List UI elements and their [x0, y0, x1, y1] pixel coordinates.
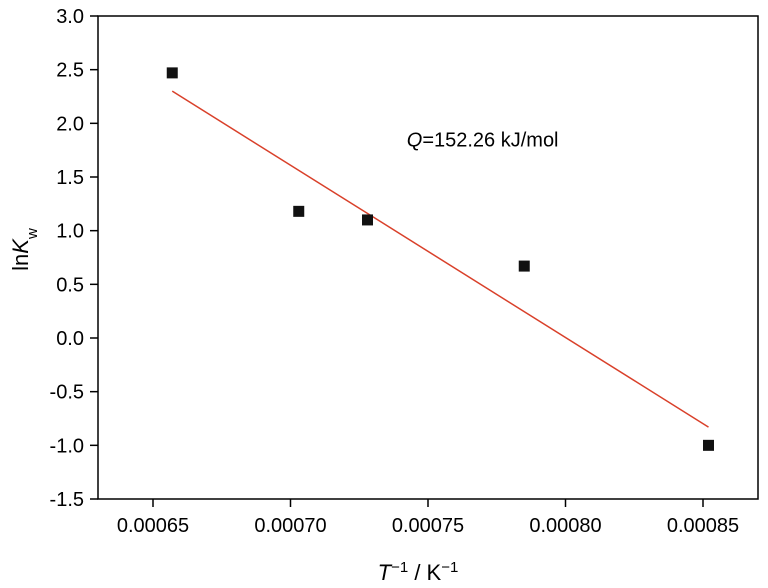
- data-points: [166, 67, 714, 451]
- data-point: [293, 205, 305, 217]
- data-point: [362, 214, 373, 226]
- y-tick-label: 0.5: [56, 274, 84, 296]
- y-axis-ticks: 3.0 2.5 2.0 1.5 1.0 0.5 0.0 -0.5 -1.0 -1.5: [50, 6, 98, 511]
- y-axis-title-subscript: w: [24, 228, 41, 240]
- x-axis-title-superscript: −1: [391, 559, 408, 576]
- x-tick-label: 0.00085: [667, 515, 739, 537]
- y-tick-label: 2.5: [56, 60, 84, 82]
- annotation-text: =152.26 kJ/mol: [422, 129, 558, 151]
- y-tick-label: -1.5: [50, 489, 84, 511]
- x-tick-label: 0.00070: [254, 515, 326, 537]
- fit-line: [171, 90, 709, 428]
- annotation-q-value: Q=152.26 kJ/mol: [407, 129, 559, 151]
- data-point: [518, 260, 530, 272]
- y-tick-label: 3.0: [56, 6, 84, 28]
- plot-frame: [97, 15, 759, 500]
- x-axis-title-variable: T: [378, 560, 393, 585]
- data-point: [703, 439, 714, 451]
- annotation-variable: Q: [407, 129, 423, 151]
- x-axis-ticks: 0.00065 0.00070 0.00075 0.00080 0.00085: [117, 499, 739, 537]
- y-axis-title: lnKw: [8, 228, 41, 271]
- y-tick-label: 0.0: [56, 328, 84, 350]
- y-axis-title-variable: K: [8, 238, 33, 254]
- x-axis-title: T−1 / K−1: [378, 559, 459, 586]
- y-tick-label: 1.0: [56, 221, 84, 243]
- y-tick-label: 2.0: [56, 113, 84, 135]
- y-tick-label: 1.5: [56, 167, 84, 189]
- x-tick-label: 0.00075: [392, 515, 464, 537]
- y-tick-label: -0.5: [50, 382, 84, 404]
- x-tick-label: 0.00080: [529, 515, 601, 537]
- y-tick-label: -1.0: [50, 435, 84, 457]
- y-axis-title-prefix: ln: [8, 254, 33, 271]
- data-point: [166, 67, 178, 79]
- x-axis-title-unit-superscript: −1: [441, 559, 458, 576]
- x-axis-title-unit: / K: [408, 560, 441, 585]
- x-tick-label: 0.00065: [117, 515, 189, 537]
